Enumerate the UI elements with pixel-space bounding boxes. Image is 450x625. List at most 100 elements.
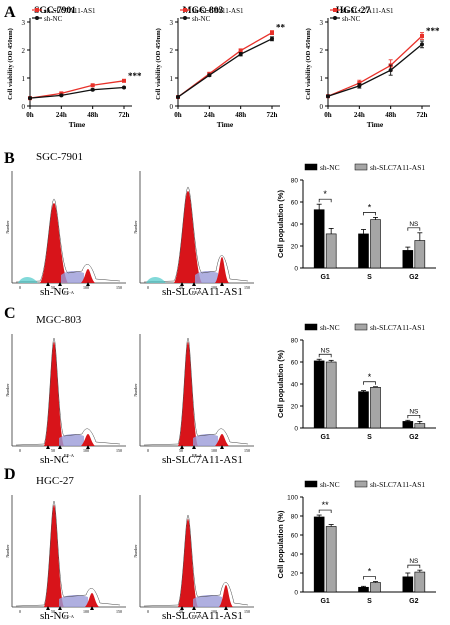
data-point bbox=[357, 83, 362, 88]
bar-category-label: G2 bbox=[409, 598, 418, 605]
significance-bracket bbox=[407, 414, 421, 419]
hist-label-d-right: sh-SLC7A11-AS1 bbox=[162, 610, 243, 622]
g2-peak bbox=[81, 269, 95, 283]
g1-peak bbox=[44, 342, 64, 446]
data-point bbox=[59, 93, 64, 98]
y-tick-label: 0 bbox=[22, 103, 26, 111]
cell-line-label-b: SGC-7901 bbox=[36, 151, 83, 163]
hist-label-b-right: sh-SLC7A11-AS1 bbox=[162, 286, 243, 298]
x-tick-label: 24h bbox=[204, 111, 215, 119]
bar-category-label: G1 bbox=[320, 274, 329, 281]
y-tick-label: 2 bbox=[320, 47, 324, 55]
gate-marker bbox=[180, 606, 184, 610]
debris-region bbox=[146, 277, 166, 283]
panel-d-histograms: Number PE-A 0 50 100 150 Number PE-A 0 50 100 150 bbox=[5, 495, 254, 619]
legend-marker bbox=[333, 8, 337, 12]
x-axis-label: Time bbox=[217, 120, 234, 129]
series-line-1 bbox=[29, 86, 125, 99]
bar bbox=[313, 360, 325, 429]
y-tick-label: 3 bbox=[320, 19, 324, 27]
bar bbox=[402, 250, 414, 269]
g2-peak bbox=[85, 593, 99, 607]
hist-x-label: PE-A bbox=[192, 453, 203, 458]
significance-bracket bbox=[407, 564, 421, 569]
bar bbox=[414, 240, 426, 269]
bar-legend-swatch bbox=[354, 163, 368, 171]
legend-label: sh-SLC7A11-AS1 bbox=[342, 7, 394, 15]
x-axis-label: Time bbox=[367, 120, 384, 129]
hist-x-tick: 100 bbox=[83, 285, 89, 290]
legend-label: sh-SLC7A11-AS1 bbox=[44, 7, 96, 15]
data-point bbox=[122, 85, 126, 90]
chart-title: HGC-27 bbox=[336, 6, 371, 16]
significance-label: ** bbox=[322, 500, 330, 510]
y-tick-label: 1 bbox=[320, 75, 324, 83]
g1-peak bbox=[178, 519, 198, 607]
s-phase bbox=[61, 271, 84, 283]
bar bbox=[313, 209, 325, 269]
legend-label: sh-NC bbox=[192, 15, 211, 23]
hist-x-label: PE-A bbox=[64, 453, 75, 458]
bar-y-axis-label: Cell population (%) bbox=[276, 350, 285, 418]
hist-x-tick: 0 bbox=[147, 285, 149, 290]
gate-marker bbox=[220, 445, 224, 449]
series-line-0 bbox=[29, 80, 125, 99]
bar bbox=[358, 586, 369, 593]
x-tick-label: 48h bbox=[87, 111, 98, 119]
hist-x-tick: 50 bbox=[51, 285, 55, 290]
y-axis-label: Cell viability (OD 450nm) bbox=[305, 28, 312, 100]
hist-x-label: PE-A bbox=[192, 290, 203, 295]
significance-label: * bbox=[368, 202, 372, 212]
y-axis-label: Cell viability (OD 450nm) bbox=[7, 28, 14, 100]
hist-label-d-left: sh-NC bbox=[40, 610, 69, 622]
bar bbox=[402, 421, 414, 429]
hist-x-tick: 150 bbox=[244, 285, 250, 290]
cell-line-label-c: MGC-803 bbox=[36, 314, 82, 326]
x-tick-label: 72h bbox=[119, 111, 130, 119]
significance-bracket bbox=[363, 381, 376, 385]
data-point bbox=[207, 73, 212, 78]
gate-marker bbox=[180, 445, 184, 449]
significance-label: NS bbox=[409, 558, 419, 565]
data-point bbox=[420, 34, 424, 38]
hist-y-label: Number bbox=[5, 220, 10, 234]
hist-x-label: PE-A bbox=[64, 614, 75, 619]
bar bbox=[325, 526, 337, 593]
g2-peak bbox=[215, 434, 229, 446]
bar-y-tick-label: 40 bbox=[291, 552, 299, 559]
bar-y-axis-label: Cell population (%) bbox=[276, 510, 285, 578]
g1-peak bbox=[44, 505, 64, 607]
series-line-1 bbox=[327, 43, 423, 97]
significance-mark: *** bbox=[426, 26, 440, 36]
bar-y-tick-label: 20 bbox=[291, 404, 299, 411]
bar-legend-swatch bbox=[354, 323, 368, 331]
bar bbox=[325, 361, 337, 429]
s-phase bbox=[59, 595, 88, 607]
hist-trace bbox=[143, 514, 249, 607]
bar-y-tick-label: 40 bbox=[291, 222, 299, 229]
significance-bracket bbox=[363, 576, 376, 580]
legend-marker bbox=[183, 16, 187, 20]
gate-marker bbox=[90, 606, 94, 610]
bar-legend-swatch bbox=[304, 323, 318, 331]
panel-c-bar-chart: 0 20 40 60 80 Cell population (%) G1 NS S * G2 NS sh… bbox=[276, 323, 436, 441]
significance-mark: ** bbox=[276, 23, 286, 33]
hist-x-tick: 50 bbox=[179, 609, 183, 614]
hist-x-label: PE-A bbox=[64, 290, 75, 295]
data-point bbox=[326, 94, 330, 99]
series-line-0 bbox=[327, 35, 423, 97]
hist-y-label: Number bbox=[5, 383, 10, 397]
hist-label-c-right: sh-SLC7A11-AS1 bbox=[162, 454, 243, 466]
gate-marker bbox=[192, 606, 196, 610]
data-point bbox=[238, 48, 243, 53]
hist-trace bbox=[143, 337, 249, 446]
chart-title: SGC-7901 bbox=[34, 6, 76, 16]
data-point bbox=[28, 96, 32, 101]
hist-y-label: Number bbox=[133, 544, 138, 558]
x-tick-label: 48h bbox=[385, 111, 396, 119]
gate-marker bbox=[180, 282, 184, 286]
hist-x-tick: 50 bbox=[179, 448, 183, 453]
hist-x-tick: 50 bbox=[51, 609, 55, 614]
gate-marker bbox=[224, 606, 228, 610]
x-tick-label: 0h bbox=[174, 111, 182, 119]
